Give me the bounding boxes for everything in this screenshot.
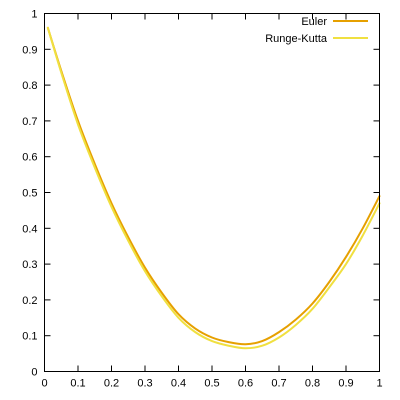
y-axis: 0 0.1 0.2 0.3 0.4 0.5 0.6 0.7 0.8 0.9 1 xyxy=(22,9,380,379)
series-layer xyxy=(46,26,381,350)
legend-entry-euler: Euler xyxy=(301,16,368,28)
x-tick-label: 1 xyxy=(376,378,382,390)
x-tick-label: 0.8 xyxy=(305,378,320,390)
x-tick-label: 0.7 xyxy=(271,378,286,390)
legend-entry-runge-kutta: Runge-Kutta xyxy=(265,33,368,45)
y-tick-label: 0.6 xyxy=(22,152,37,164)
y-tick-label: 0.9 xyxy=(22,44,37,56)
series-line-runge-kutta xyxy=(46,26,381,350)
y-tick-label: 0 xyxy=(31,367,37,379)
x-tick-label: 0.2 xyxy=(104,378,119,390)
x-tick-label: 0.6 xyxy=(238,378,253,390)
y-tick-label: 1 xyxy=(31,9,37,21)
legend: Euler Runge-Kutta xyxy=(265,16,368,45)
y-tick-label: 0.7 xyxy=(22,116,37,128)
y-tick-label: 0.1 xyxy=(22,331,37,343)
plot-frame xyxy=(44,13,380,372)
y-tick-label: 0.5 xyxy=(22,188,37,200)
x-axis: 0 0.1 0.2 0.3 0.4 0.5 0.6 0.7 0.8 0.9 1 xyxy=(41,13,383,390)
x-tick-label: 0 xyxy=(41,378,47,390)
x-tick-label: 0.3 xyxy=(137,378,152,390)
y-tick-label: 0.3 xyxy=(22,259,37,271)
legend-label-euler: Euler xyxy=(301,16,327,28)
y-tick-label: 0.8 xyxy=(22,80,37,92)
x-tick-label: 0.4 xyxy=(171,378,186,390)
x-tick-label: 0.9 xyxy=(338,378,353,390)
y-tick-label: 0.4 xyxy=(22,223,37,235)
y-tick-label: 0.2 xyxy=(22,295,37,307)
x-tick-label: 0.5 xyxy=(204,378,219,390)
legend-label-runge-kutta: Runge-Kutta xyxy=(265,33,328,45)
series-line-euler xyxy=(46,26,381,346)
x-tick-label: 0.1 xyxy=(70,378,85,390)
